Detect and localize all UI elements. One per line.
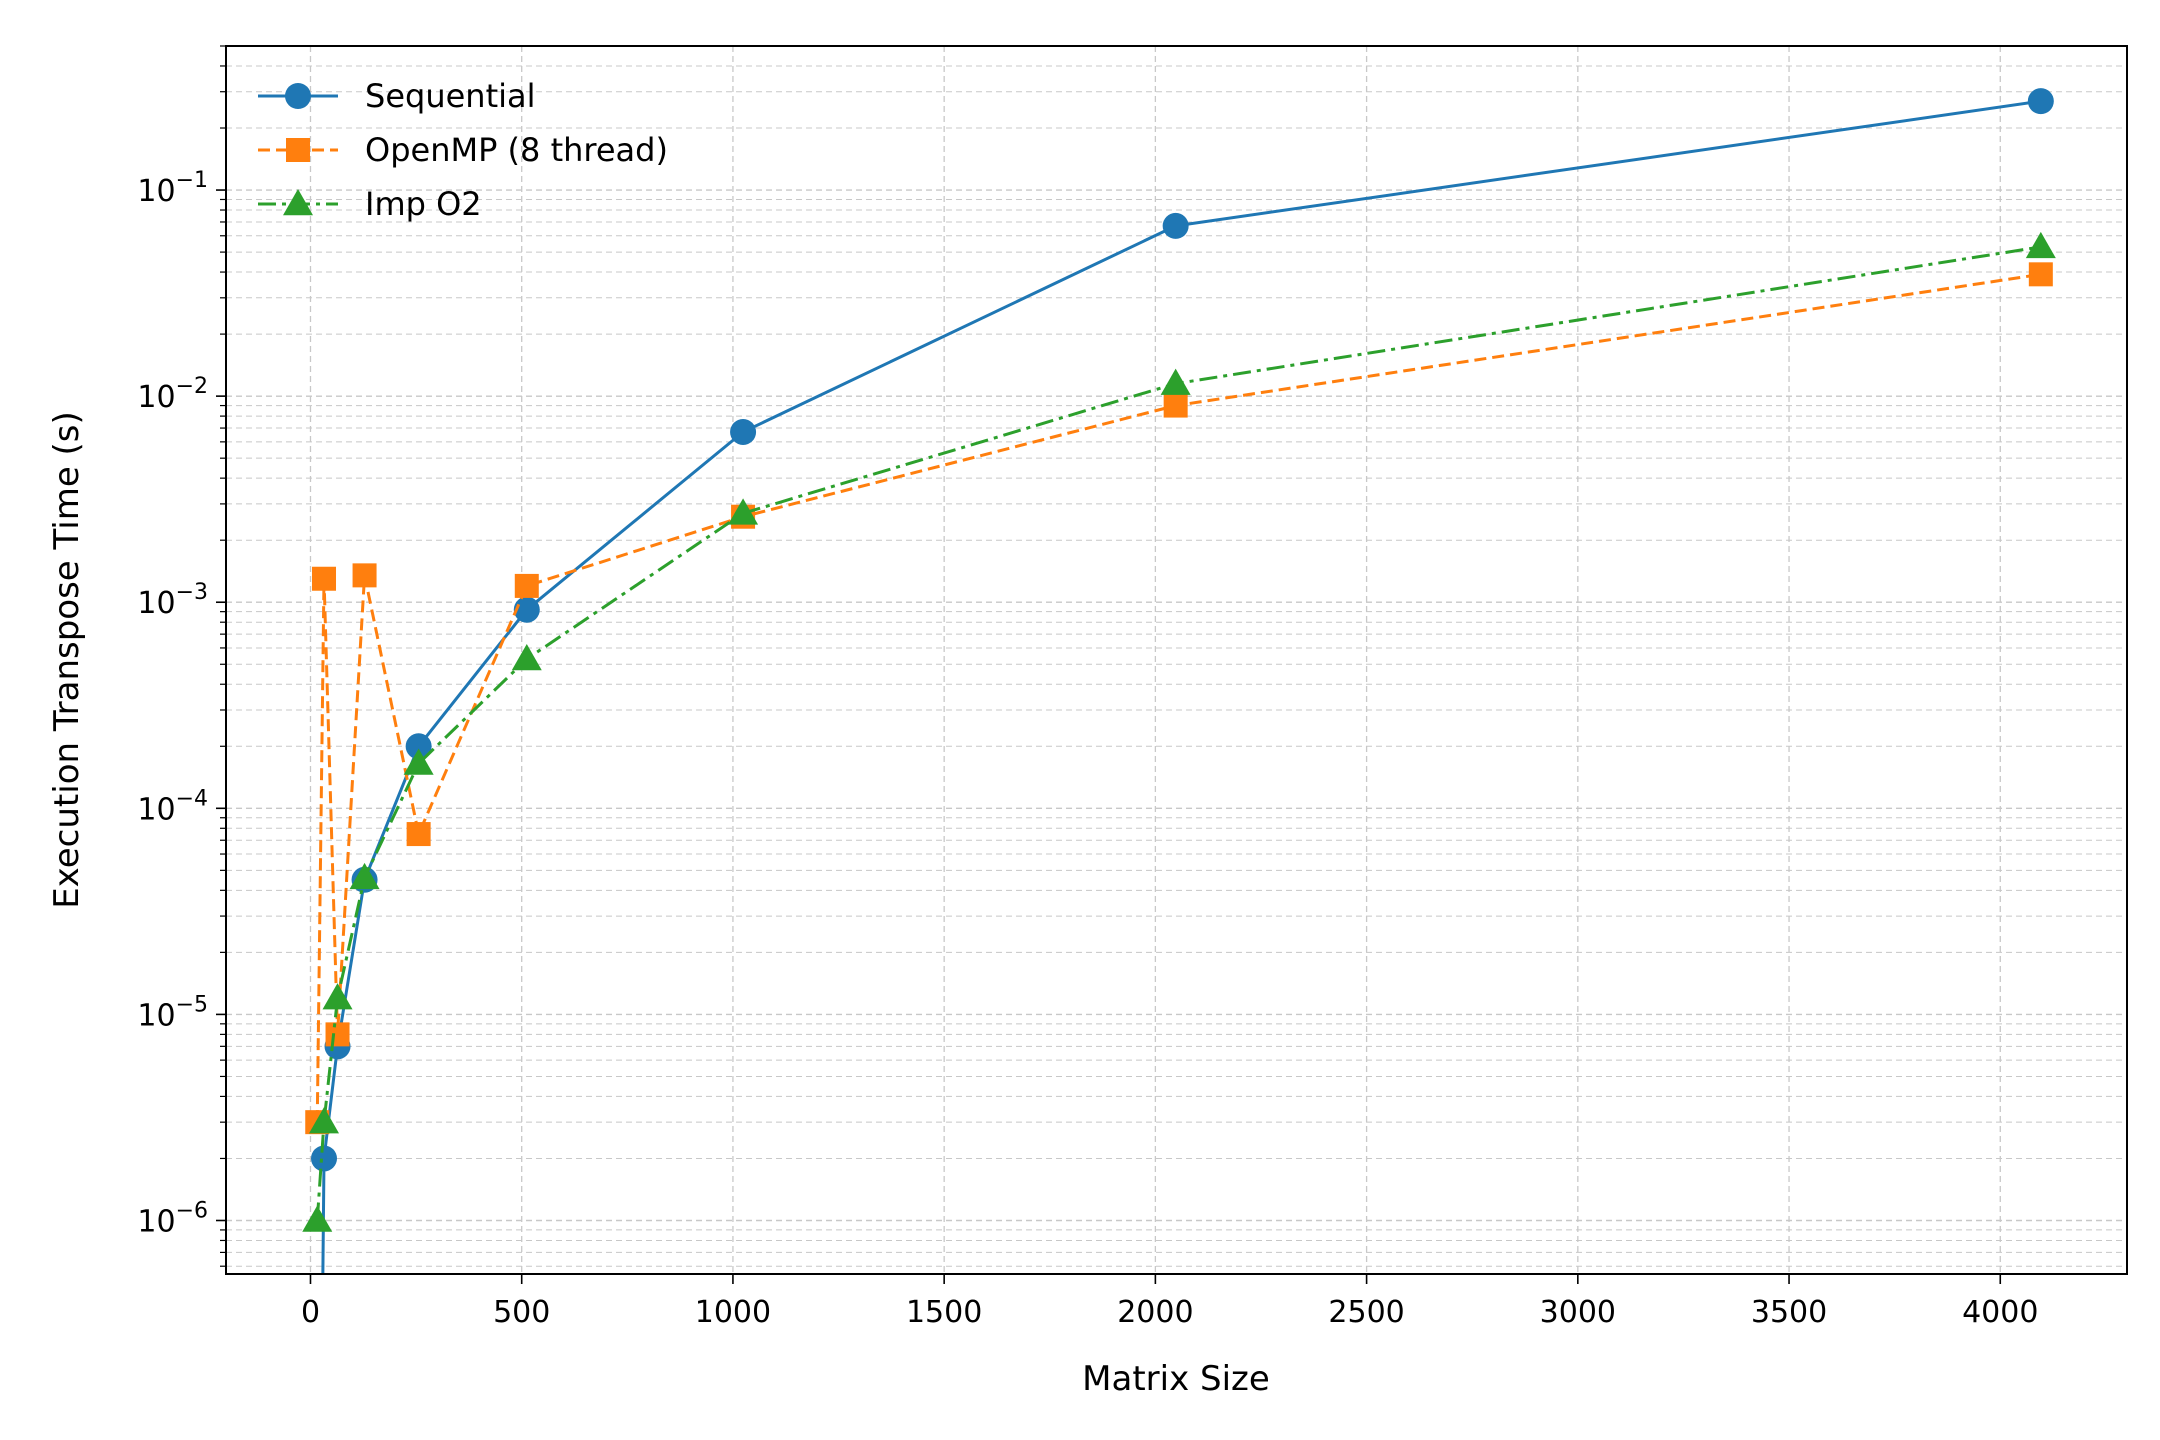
series-line bbox=[315, 245, 2042, 1221]
y-tick-label: 10−3 bbox=[137, 580, 208, 621]
y-tick-label: 10−5 bbox=[137, 992, 208, 1033]
data-point bbox=[309, 1107, 340, 1134]
legend-marker bbox=[283, 189, 313, 216]
data-point bbox=[2025, 231, 2056, 259]
plot-frame bbox=[225, 45, 2128, 1275]
data-point bbox=[1160, 368, 1191, 395]
legend-label: OpenMP (8 thread) bbox=[365, 131, 668, 169]
data-point bbox=[511, 644, 542, 671]
y-tick-label: 10−2 bbox=[137, 374, 208, 415]
y-axis-title: Execution Transpose Time (s) bbox=[47, 411, 87, 909]
legend-marker bbox=[286, 138, 310, 162]
y-tick-label: 10−4 bbox=[137, 786, 208, 827]
data-point bbox=[405, 733, 432, 760]
legend-label: Imp O2 bbox=[365, 185, 482, 223]
data-point bbox=[349, 862, 380, 890]
data-point bbox=[730, 418, 757, 445]
x-tick-label: 2500 bbox=[1328, 1295, 1404, 1330]
data-point bbox=[2028, 262, 2053, 287]
data-point bbox=[403, 748, 434, 775]
y-tick-label: 10−1 bbox=[137, 168, 208, 209]
data-point bbox=[302, 1205, 333, 1232]
data-point bbox=[352, 563, 377, 588]
series-2 bbox=[302, 231, 2056, 1232]
legend: Sequential OpenMP (8 thread) Imp O2 bbox=[258, 77, 668, 223]
data-point bbox=[312, 566, 337, 591]
series-line bbox=[315, 272, 2042, 1123]
x-tick-label: 4000 bbox=[1962, 1295, 2038, 1330]
y-tick-label: 10−6 bbox=[137, 1198, 208, 1239]
series-1 bbox=[305, 262, 2053, 1135]
data-point bbox=[325, 1022, 350, 1047]
x-tick-label: 3000 bbox=[1540, 1295, 1616, 1330]
data-point bbox=[322, 983, 353, 1010]
x-tick-label: 500 bbox=[493, 1295, 550, 1330]
data-point bbox=[1163, 393, 1188, 418]
legend-label: Sequential bbox=[365, 77, 536, 115]
x-tick-label: 3500 bbox=[1751, 1295, 1827, 1330]
x-tick-label: 0 bbox=[301, 1295, 320, 1330]
x-tick-label: 1000 bbox=[695, 1295, 771, 1330]
data-point bbox=[2027, 88, 2054, 115]
x-tick-label: 1500 bbox=[906, 1295, 982, 1330]
data-point bbox=[311, 1145, 338, 1172]
x-tick-label: 2000 bbox=[1117, 1295, 1193, 1330]
series-layer bbox=[302, 88, 2056, 1274]
data-point bbox=[406, 822, 431, 847]
data-point bbox=[513, 596, 540, 623]
ticks: 0 500 1000 1500 2000 2500 3000 3500 4000 10−6 10−5… bbox=[137, 45, 2038, 1330]
x-axis-title: Matrix Size bbox=[1082, 1359, 1270, 1399]
data-point bbox=[728, 498, 759, 525]
data-point bbox=[1162, 212, 1189, 239]
data-point bbox=[514, 573, 539, 598]
legend-marker bbox=[285, 83, 311, 109]
